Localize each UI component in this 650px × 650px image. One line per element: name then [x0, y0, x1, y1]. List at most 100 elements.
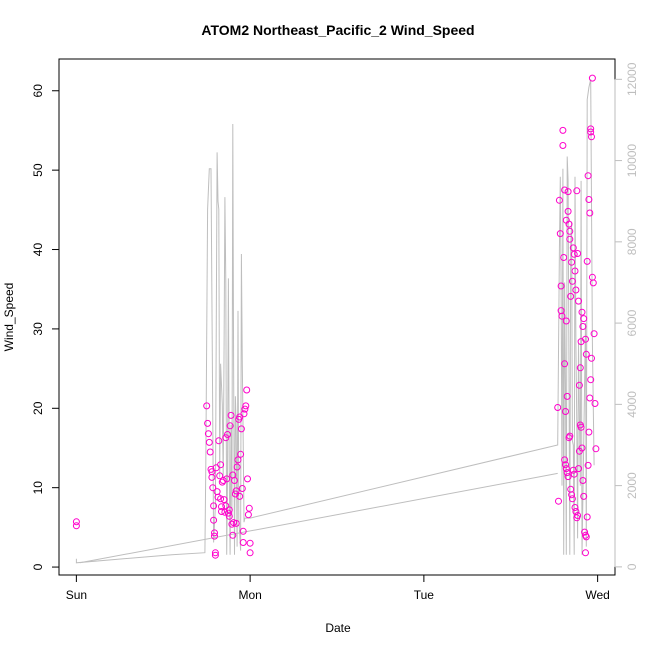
data-point	[588, 273, 596, 281]
data-point	[209, 484, 217, 492]
data-point	[570, 470, 578, 478]
data-point	[568, 491, 576, 499]
data-point	[558, 312, 566, 320]
data-point	[216, 472, 224, 480]
data-point	[204, 430, 212, 438]
data-point	[560, 254, 568, 261]
data-point	[588, 74, 596, 82]
x-tick-label: Mon	[238, 588, 261, 602]
data-point	[562, 317, 570, 325]
data-point	[586, 394, 594, 402]
data-point	[237, 450, 245, 458]
data-point	[577, 423, 585, 431]
x-tick-label: Sun	[66, 588, 87, 602]
data-point	[566, 227, 574, 235]
y-axis-label: Wind_Speed	[2, 283, 16, 352]
data-point	[224, 431, 231, 438]
data-point	[72, 522, 80, 530]
data-point	[72, 518, 80, 526]
y2-tick-label: 10000	[625, 144, 639, 178]
data-point	[241, 405, 249, 413]
data-point	[592, 445, 600, 453]
data-point	[237, 425, 245, 433]
series-line-2	[79, 472, 558, 564]
data-point	[238, 485, 246, 492]
data-point	[227, 411, 235, 419]
y-tick-label: 0	[31, 563, 45, 570]
data-point	[588, 354, 595, 362]
data-point	[579, 323, 587, 330]
data-point	[582, 549, 589, 557]
x-axis-label: Date	[325, 621, 351, 635]
data-point	[242, 402, 250, 410]
data-point	[574, 250, 582, 257]
data-point	[574, 512, 582, 519]
data-point	[576, 364, 584, 372]
data-point	[557, 282, 565, 290]
data-point	[559, 142, 567, 149]
data-point	[579, 477, 587, 484]
data-point	[580, 492, 588, 500]
y2-tick-label: 12000	[625, 62, 639, 96]
data-point	[591, 400, 599, 407]
data-point	[567, 292, 575, 300]
data-point	[586, 209, 594, 217]
data-point	[244, 511, 252, 519]
data-point	[229, 531, 237, 539]
data-point	[563, 469, 571, 477]
chart-title: ATOM2 Northeast_Pacific_2 Wind_Speed	[201, 22, 474, 38]
data-point	[584, 461, 592, 469]
data-point	[561, 456, 569, 464]
y2-tick-label: 4000	[625, 391, 639, 418]
data-point	[587, 125, 595, 133]
data-point	[562, 465, 570, 473]
data-point	[226, 422, 234, 430]
y-tick-label: 60	[31, 84, 45, 98]
data-point	[224, 509, 232, 517]
y-tick-label: 20	[31, 401, 45, 415]
data-point	[578, 308, 586, 316]
y2-tick-label: 2000	[625, 472, 639, 499]
data-point	[566, 432, 574, 440]
data-point	[222, 502, 230, 510]
data-point	[218, 503, 225, 511]
data-point	[562, 461, 569, 469]
data-point	[589, 279, 597, 287]
point-series	[72, 74, 600, 559]
data-point	[245, 504, 253, 512]
data-point	[223, 475, 231, 483]
data-point	[555, 497, 562, 505]
data-point	[240, 410, 248, 418]
x-tick-label: Tue	[414, 588, 435, 602]
data-point	[554, 404, 562, 411]
data-point	[570, 250, 578, 258]
series-line-1	[75, 79, 595, 564]
data-point	[210, 502, 218, 510]
data-point	[228, 520, 236, 528]
data-point	[208, 473, 216, 481]
y-tick-label: 50	[31, 163, 45, 177]
data-point	[590, 330, 598, 338]
data-point	[569, 244, 577, 252]
data-point	[206, 448, 214, 456]
data-point	[203, 402, 211, 410]
data-point	[582, 533, 590, 541]
data-point	[239, 539, 247, 546]
data-point	[583, 513, 591, 521]
data-point	[246, 549, 254, 557]
data-point	[205, 438, 213, 446]
data-point	[583, 257, 591, 265]
data-point	[564, 473, 572, 481]
data-point	[563, 392, 571, 400]
data-point	[217, 495, 225, 503]
data-point	[568, 277, 576, 285]
data-point	[566, 235, 574, 243]
data-point	[584, 172, 592, 180]
data-point	[211, 529, 218, 537]
y-tick-label: 10	[31, 481, 45, 495]
data-point	[232, 487, 240, 495]
data-point	[575, 465, 582, 473]
data-point	[211, 549, 219, 557]
data-point	[233, 463, 241, 471]
data-point	[561, 186, 569, 194]
